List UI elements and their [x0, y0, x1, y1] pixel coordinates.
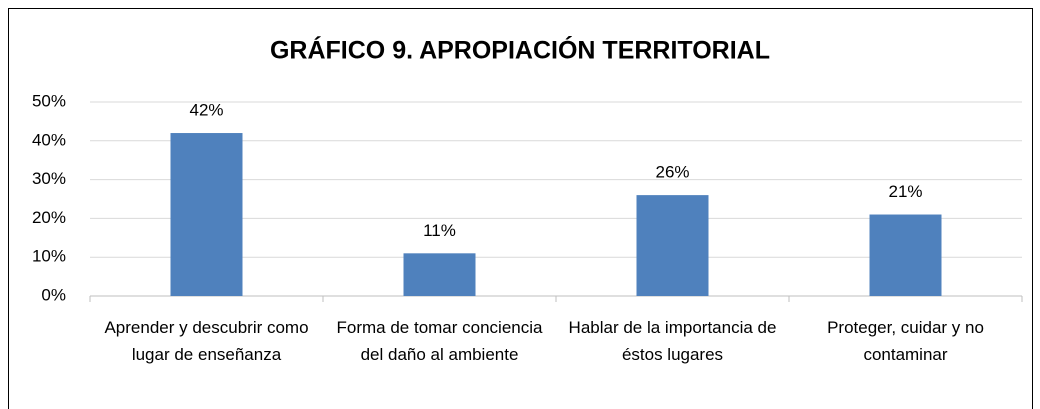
- data-label: 11%: [423, 221, 456, 240]
- x-tick-label: Aprender y descubrir como lugar de enseñ…: [104, 318, 309, 364]
- y-tick-label: 30%: [32, 169, 66, 188]
- x-tick-label: Forma de tomar conciencia del daño al am…: [336, 318, 543, 364]
- bar: [869, 214, 942, 296]
- y-tick-label: 0%: [41, 285, 66, 304]
- x-tick-label: Proteger, cuidar y no contaminar: [827, 318, 984, 364]
- y-tick-label: 50%: [32, 91, 66, 110]
- x-tick-label: Hablar de la importancia de éstos lugare…: [568, 318, 777, 364]
- data-label: 26%: [655, 163, 689, 182]
- data-label: 42%: [189, 101, 223, 120]
- chart-title: GRÁFICO 9. APROPIACIÓN TERRITORIAL: [270, 35, 770, 65]
- bar: [403, 253, 476, 296]
- y-tick-label: 40%: [32, 130, 66, 149]
- bar: [636, 195, 709, 296]
- bar: [170, 133, 243, 296]
- y-tick-label: 20%: [32, 208, 66, 227]
- y-tick-label: 10%: [32, 247, 66, 266]
- data-label: 21%: [888, 182, 922, 201]
